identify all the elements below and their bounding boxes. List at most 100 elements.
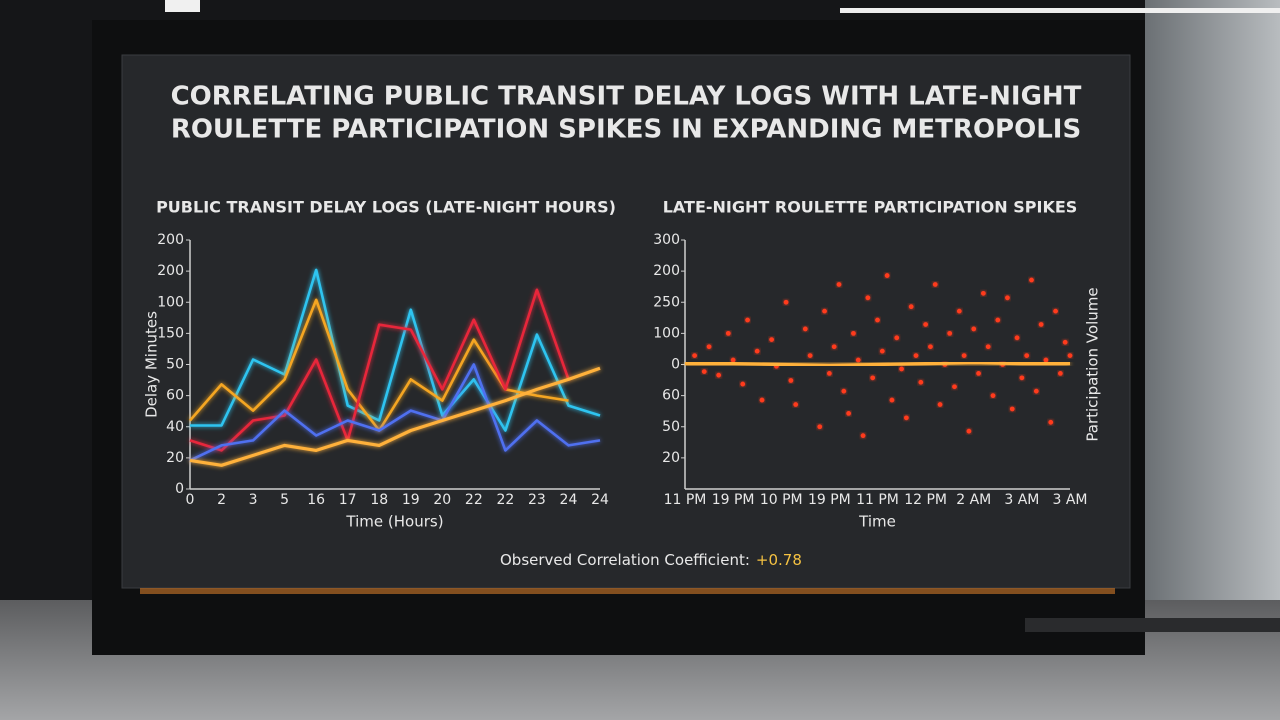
scatter-point xyxy=(928,344,933,350)
scatter-point xyxy=(995,317,1001,323)
scatter-point xyxy=(1024,353,1030,359)
scatter-point xyxy=(923,322,929,327)
x-axis-title: Time xyxy=(858,513,896,531)
scatter-point xyxy=(875,317,880,323)
data-line xyxy=(189,363,601,462)
scatter-point xyxy=(822,308,827,314)
scatter-point xyxy=(980,290,986,296)
y-axis-title: Delay Minutes xyxy=(143,311,161,418)
scatter-point xyxy=(725,330,731,336)
footnote: Observed Correlation Coefficient: +0.78 xyxy=(500,551,802,569)
screen-glow xyxy=(140,588,1115,594)
x-tick-label: 11 PM xyxy=(856,492,899,508)
x-tick-label: 23 xyxy=(528,492,546,508)
scatter-point xyxy=(956,308,962,314)
x-tick-label: 18 xyxy=(370,492,388,508)
x-tick-label: 2 xyxy=(217,492,226,508)
y-tick-label: 100 xyxy=(653,325,680,341)
scatter-point xyxy=(1029,277,1034,283)
scatter-point xyxy=(879,348,885,354)
scatter-point xyxy=(1067,353,1073,359)
scatter-point xyxy=(1062,339,1068,345)
scatter-point xyxy=(899,366,904,372)
y-tick-label: 150 xyxy=(157,325,184,341)
scatter-point xyxy=(961,353,967,359)
y-tick-label: 50 xyxy=(166,357,184,373)
scatter-point xyxy=(855,357,861,363)
footnote-label: Observed Correlation Coefficient: xyxy=(500,551,750,569)
scatter-point xyxy=(865,295,871,301)
scatter-point xyxy=(884,273,890,278)
scatter-point xyxy=(1033,388,1039,394)
scatter-point xyxy=(860,433,866,439)
scatter-point xyxy=(1038,322,1044,327)
scatter-point xyxy=(894,335,900,341)
scatter-point xyxy=(889,397,895,403)
x-axis-title: Time (Hours) xyxy=(345,513,443,531)
scatter-point xyxy=(802,326,808,332)
ceiling-light xyxy=(840,8,1280,13)
scatter-point xyxy=(1005,295,1010,301)
y-tick-label: 60 xyxy=(662,388,680,404)
x-tick-label: 5 xyxy=(280,492,289,508)
x-tick-label: 19 xyxy=(402,492,420,508)
x-tick-label: 22 xyxy=(496,492,514,508)
x-tick-label: 19 PM xyxy=(808,492,851,508)
scatter-point xyxy=(851,330,856,336)
scatter-point xyxy=(990,393,996,399)
scatter-point xyxy=(745,317,750,323)
scatter-point xyxy=(759,397,765,403)
y-tick-label: 20 xyxy=(662,450,680,466)
y-tick-label: 0 xyxy=(671,357,680,373)
scatter-point xyxy=(769,337,775,342)
scatter-point xyxy=(903,415,909,421)
x-tick-label: 10 PM xyxy=(760,492,803,508)
scatter-point xyxy=(870,375,876,381)
x-tick-label: 17 xyxy=(339,492,357,508)
scatter-point xyxy=(836,282,842,287)
scatter-point xyxy=(730,357,736,363)
scatter-point xyxy=(1043,357,1049,363)
scatter-point xyxy=(937,402,943,407)
x-tick-label: 2 AM xyxy=(956,492,991,508)
x-tick-label: 11 PM xyxy=(664,492,707,508)
y-tick-label: 100 xyxy=(157,294,184,310)
data-line xyxy=(190,268,601,432)
x-tick-label: 3 AM xyxy=(1004,492,1039,508)
y-tick-label: 0 xyxy=(175,481,184,497)
scatter-point xyxy=(966,428,972,434)
x-tick-label: 19 PM xyxy=(712,492,755,508)
scatter-point xyxy=(754,348,760,354)
title-line: CORRELATING PUBLIC TRANSIT DELAY LOGS WI… xyxy=(171,82,1082,112)
x-tick-label: 24 xyxy=(591,492,609,508)
trend-line xyxy=(189,366,601,467)
scatter-point xyxy=(701,369,707,375)
scatter-point xyxy=(1048,419,1054,425)
y-tick-label: 200 xyxy=(157,232,184,248)
scatter-point xyxy=(971,326,977,332)
scatter-point xyxy=(817,424,823,430)
scatter-point xyxy=(783,299,789,305)
scatter-point xyxy=(908,304,914,310)
scatter-point xyxy=(706,344,712,350)
scatter-point xyxy=(952,384,957,390)
y-tick-label: 250 xyxy=(653,294,680,310)
scatter-point xyxy=(976,370,981,376)
x-tick-label: 12 PM xyxy=(904,492,947,508)
x-tick-label: 22 xyxy=(465,492,483,508)
scatter-point xyxy=(846,411,852,416)
y-tick-label: 50 xyxy=(662,419,680,435)
scatter-point xyxy=(807,353,813,359)
x-tick-label: 24 xyxy=(560,492,578,508)
scatter-point xyxy=(913,353,919,359)
scatter-point xyxy=(947,330,953,336)
y-tick-label: 200 xyxy=(157,263,184,279)
y-tick-label: 40 xyxy=(166,419,184,435)
scatter-point xyxy=(1053,308,1058,314)
chart-title: PUBLIC TRANSIT DELAY LOGS (LATE-NIGHT HO… xyxy=(156,198,616,217)
scatter-point xyxy=(1009,406,1015,412)
scatter-point xyxy=(1014,335,1020,341)
scatter-point xyxy=(716,372,722,378)
